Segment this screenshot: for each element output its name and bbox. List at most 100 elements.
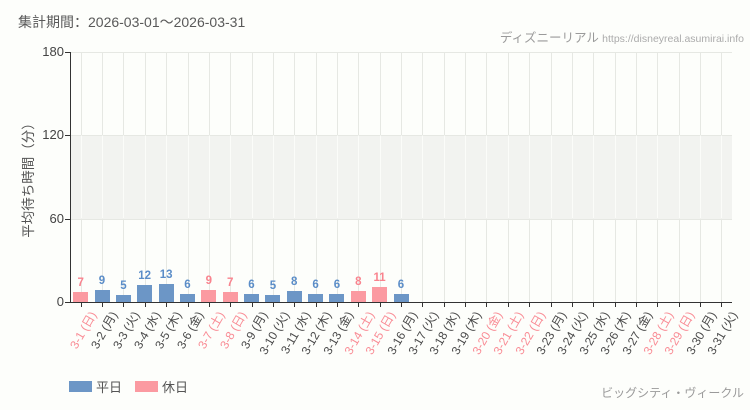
- bar-value-label: 8: [290, 275, 298, 288]
- x-axis-tick: [550, 302, 552, 307]
- vertical-gridline: [272, 52, 274, 302]
- attraction-name: ビッグシティ・ヴィークル: [601, 386, 744, 400]
- x-axis-tick: [443, 302, 445, 307]
- vertical-gridline: [465, 52, 467, 302]
- vertical-gridline: [379, 52, 381, 302]
- x-axis-tick: [379, 302, 381, 307]
- x-axis-tick: [166, 302, 168, 307]
- vertical-gridline: [678, 52, 680, 302]
- y-axis-tick: [65, 135, 70, 137]
- bar: [393, 293, 409, 302]
- vertical-gridline: [721, 52, 723, 302]
- vertical-gridline: [700, 52, 701, 302]
- x-axis-tick: [251, 302, 253, 307]
- vertical-gridline: [550, 52, 552, 302]
- bar-value-label: 13: [159, 268, 173, 281]
- bar: [372, 286, 388, 302]
- watermark: ディズニーリアル https://disneyreal.asumirai.inf…: [500, 27, 744, 46]
- vertical-gridline: [144, 52, 146, 302]
- x-axis-tick: [208, 302, 210, 307]
- x-axis-tick: [507, 302, 509, 307]
- bar: [286, 290, 302, 302]
- bar: [137, 285, 153, 302]
- x-axis-tick: [593, 302, 595, 307]
- vertical-gridline: [315, 52, 317, 302]
- bar: [73, 292, 89, 302]
- x-axis-tick: [401, 302, 402, 307]
- x-axis-tick: [657, 302, 659, 307]
- x-axis-tick: [80, 302, 82, 307]
- x-axis-tick: [529, 302, 531, 307]
- legend-weekday-swatch: [69, 381, 92, 392]
- vertical-gridline: [80, 52, 82, 302]
- watermark-site-name: ディズニーリアル: [499, 31, 599, 45]
- vertical-gridline: [358, 52, 360, 302]
- vertical-gridline: [529, 52, 531, 302]
- vertical-gridline: [657, 52, 659, 302]
- x-axis-tick: [721, 302, 723, 307]
- x-axis-tick: [315, 302, 317, 307]
- x-axis-tick: [486, 302, 488, 307]
- x-axis-tick: [678, 302, 680, 307]
- bar: [265, 295, 281, 302]
- vertical-gridline: [486, 52, 488, 302]
- vertical-gridline: [230, 52, 232, 302]
- legend-holiday-label: 休日: [162, 380, 189, 395]
- bar: [94, 289, 110, 302]
- plot-area: 0 60 120 180 3-1 (日) 7 3-2 (月) 9 3-3 (火) 5 3-4 (水)…: [42, 44, 740, 357]
- bar: [350, 290, 366, 302]
- vertical-gridline: [571, 52, 573, 302]
- x-axis-tick: [571, 302, 573, 307]
- y-tick-label: 180: [42, 44, 64, 59]
- vertical-gridline: [635, 52, 637, 302]
- y-axis-tick: [65, 52, 70, 53]
- x-axis-tick: [465, 302, 467, 307]
- vertical-gridline: [166, 52, 168, 302]
- x-axis-tick: [187, 302, 189, 307]
- x-axis-tick: [123, 302, 125, 307]
- vertical-gridline: [123, 52, 125, 302]
- y-axis-line: [70, 52, 71, 303]
- x-axis-tick: [358, 302, 360, 307]
- bar: [308, 293, 324, 302]
- bar: [244, 293, 259, 302]
- bar-value-label: 9: [98, 274, 106, 287]
- vertical-gridline: [208, 52, 210, 302]
- aggregation-period-label: 集計期間：2026-03-01～2026-03-31: [18, 14, 246, 30]
- bar-value-label: 6: [184, 278, 191, 291]
- x-axis-tick: [102, 302, 103, 307]
- bar-value-label: 7: [77, 277, 84, 290]
- y-axis-tick: [65, 302, 70, 303]
- bar-value-label: 12: [138, 270, 152, 283]
- vertical-gridline: [422, 52, 424, 302]
- vertical-gridline: [443, 52, 445, 302]
- x-axis-tick: [700, 302, 701, 307]
- bar: [201, 289, 217, 302]
- x-axis-tick: [336, 302, 338, 307]
- x-axis-tick: [294, 302, 296, 307]
- bar-value-label: 5: [269, 280, 277, 293]
- bar-value-label: 9: [205, 274, 212, 287]
- bar-value-label: 8: [355, 275, 362, 288]
- x-axis-tick: [422, 302, 424, 307]
- bar: [222, 292, 238, 302]
- bar-value-label: 11: [373, 271, 386, 284]
- y-tick-label: 60: [49, 210, 64, 226]
- x-axis-tick: [230, 302, 232, 307]
- vertical-gridline: [401, 52, 402, 302]
- y-axis-title: 平均待ち時間（分）: [21, 116, 36, 238]
- bar: [329, 293, 345, 302]
- bar-value-label: 6: [333, 278, 341, 291]
- y-tick-label: 0: [56, 294, 64, 309]
- x-axis-tick: [144, 302, 146, 307]
- y-tick-label: 120: [42, 127, 64, 143]
- vertical-gridline: [507, 52, 509, 302]
- vertical-gridline: [614, 52, 616, 302]
- bar-value-label: 6: [397, 278, 405, 291]
- x-axis-tick: [614, 302, 616, 307]
- y-axis-tick: [65, 218, 70, 220]
- legend-weekday-label: 平日: [96, 380, 123, 395]
- watermark-url: https://disneyreal.asumirai.info: [602, 33, 744, 45]
- bar: [115, 295, 131, 302]
